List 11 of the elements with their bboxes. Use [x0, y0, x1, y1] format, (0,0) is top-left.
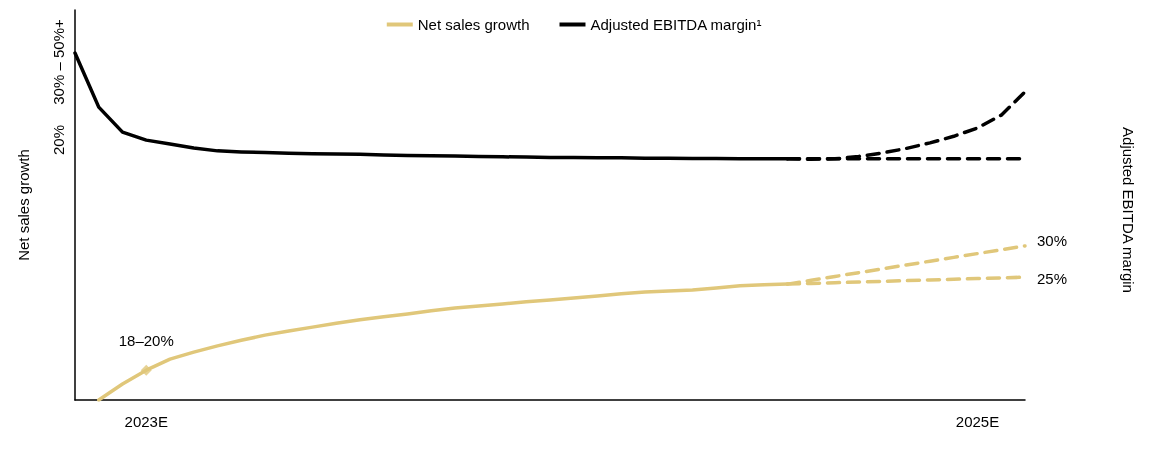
text: 30%: [1037, 231, 1068, 249]
text: 30% – 50%+: [49, 19, 67, 105]
text: 20%: [49, 124, 67, 156]
x-tick-label: 2023E: [124, 413, 168, 430]
text: 25%: [1037, 269, 1068, 287]
x-tick-label: 2025E: [955, 413, 1000, 430]
legend-label: Net sales growth: [417, 16, 530, 33]
y-axis-title: Net sales growth: [15, 149, 32, 261]
legend-label: Adjusted EBITDA margin¹: [590, 16, 762, 33]
text: Adjusted EBITDA margin: [1119, 127, 1137, 293]
annotation: 18–20%: [118, 332, 174, 350]
